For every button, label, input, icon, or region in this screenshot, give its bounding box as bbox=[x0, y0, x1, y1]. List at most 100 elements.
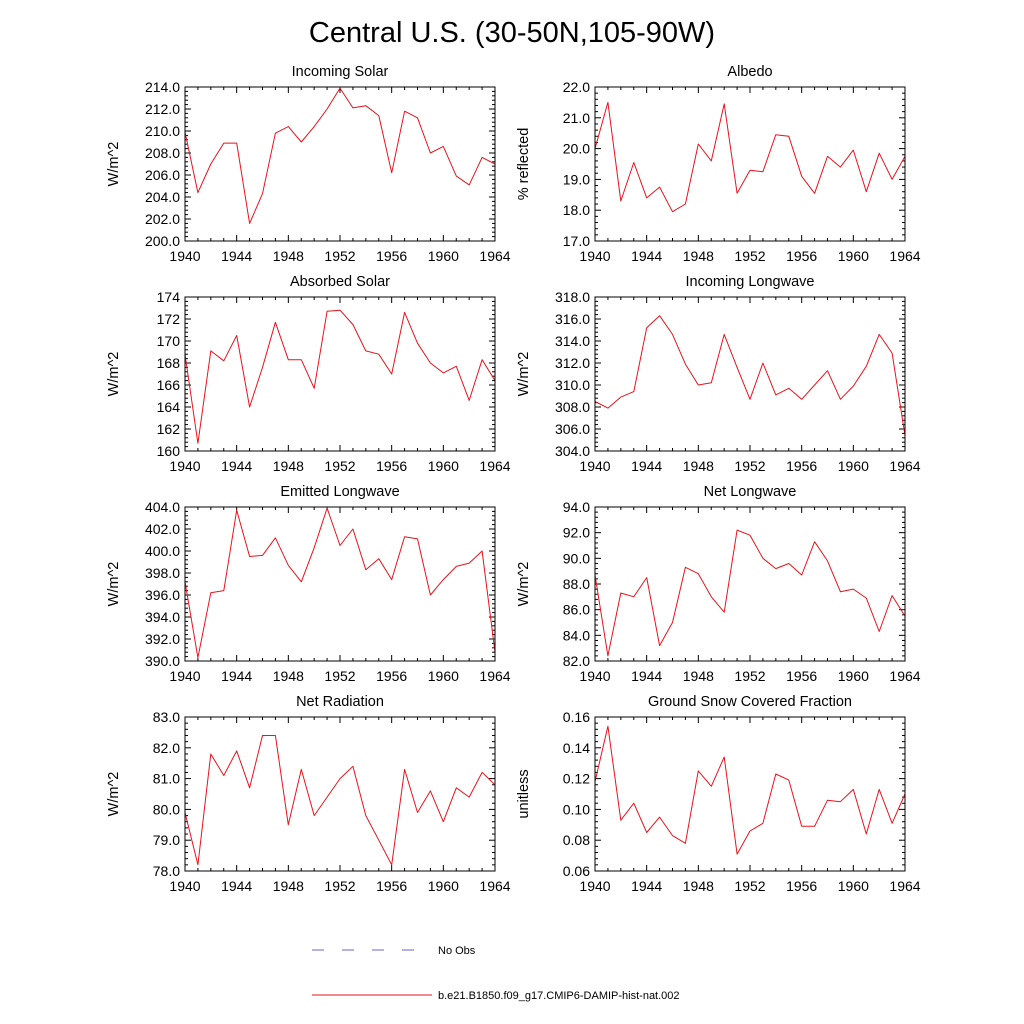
y-tick-label: 214.0 bbox=[145, 79, 180, 95]
x-tick-label: 1948 bbox=[273, 668, 304, 684]
x-tick-label: 1952 bbox=[324, 458, 355, 474]
y-tick-label: 94.0 bbox=[563, 499, 590, 515]
x-tick-label: 1948 bbox=[273, 878, 304, 894]
y-axis-label: W/m^2 bbox=[106, 142, 122, 187]
x-tick-label: 1944 bbox=[221, 458, 252, 474]
x-tick-label: 1944 bbox=[221, 878, 252, 894]
y-tick-label: 168 bbox=[157, 355, 181, 371]
y-tick-label: 80.0 bbox=[153, 801, 180, 817]
y-tick-label: 312.0 bbox=[555, 355, 590, 371]
x-tick-label: 1940 bbox=[169, 248, 200, 264]
series-line bbox=[594, 101, 906, 213]
y-tick-label: 202.0 bbox=[145, 211, 180, 227]
series-line bbox=[184, 87, 496, 224]
y-tick-label: 88.0 bbox=[563, 576, 590, 592]
panel-title: Albedo bbox=[727, 64, 772, 80]
plot-frame bbox=[184, 716, 496, 872]
y-tick-label: 82.0 bbox=[563, 653, 590, 669]
y-tick-label: 22.0 bbox=[563, 79, 590, 95]
series-line bbox=[184, 309, 496, 444]
plot-frame bbox=[594, 86, 906, 242]
x-tick-label: 1964 bbox=[479, 248, 510, 264]
y-tick-label: 162 bbox=[157, 421, 181, 437]
x-tick-label: 1960 bbox=[428, 248, 459, 264]
legend-label: No Obs bbox=[438, 945, 476, 957]
x-tick-label: 1944 bbox=[631, 248, 662, 264]
x-tick-label: 1948 bbox=[273, 248, 304, 264]
y-tick-label: 204.0 bbox=[145, 189, 180, 205]
y-tick-label: 212.0 bbox=[145, 101, 180, 117]
panel-2: Albedo % reflected 1940 1944 1948 1952 1956 196… bbox=[516, 64, 921, 264]
y-tick-label: 0.10 bbox=[563, 801, 590, 817]
x-tick-label: 1948 bbox=[683, 248, 714, 264]
y-tick-label: 200.0 bbox=[145, 233, 180, 249]
y-tick-label: 306.0 bbox=[555, 421, 590, 437]
x-tick-label: 1956 bbox=[376, 878, 407, 894]
y-tick-label: 308.0 bbox=[555, 399, 590, 415]
x-tick-label: 1956 bbox=[376, 458, 407, 474]
y-tick-label: 172 bbox=[157, 311, 181, 327]
plot-frame bbox=[184, 86, 496, 242]
y-tick-label: 17.0 bbox=[563, 233, 590, 249]
x-tick-label: 1960 bbox=[838, 668, 869, 684]
series-line bbox=[594, 725, 906, 855]
x-tick-label: 1944 bbox=[221, 248, 252, 264]
x-tick-label: 1956 bbox=[786, 458, 817, 474]
y-tick-label: 318.0 bbox=[555, 289, 590, 305]
x-tick-label: 1964 bbox=[479, 458, 510, 474]
x-tick-label: 1956 bbox=[376, 248, 407, 264]
y-tick-label: 316.0 bbox=[555, 311, 590, 327]
y-tick-label: 18.0 bbox=[563, 202, 590, 218]
y-tick-label: 314.0 bbox=[555, 333, 590, 349]
panel-title: Absorbed Solar bbox=[290, 274, 390, 290]
x-tick-label: 1960 bbox=[428, 878, 459, 894]
legend-item-model: b.e21.B1850.f09_g17.CMIP6-DAMIP-hist-nat… bbox=[312, 990, 680, 1002]
x-tick-label: 1948 bbox=[683, 668, 714, 684]
x-tick-label: 1964 bbox=[889, 248, 920, 264]
y-tick-label: 404.0 bbox=[145, 499, 180, 515]
panel-4: Incoming Longwave W/m^2 1940 1944 1948 1952 19… bbox=[516, 274, 921, 474]
panel-6: Net Longwave W/m^2 1940 1944 1948 1952 1956 196… bbox=[516, 484, 921, 684]
y-tick-label: 392.0 bbox=[145, 631, 180, 647]
x-tick-label: 1944 bbox=[631, 458, 662, 474]
y-tick-label: 394.0 bbox=[145, 609, 180, 625]
y-axis-label: W/m^2 bbox=[106, 562, 122, 607]
panel-title: Net Longwave bbox=[704, 484, 797, 500]
y-tick-label: 396.0 bbox=[145, 587, 180, 603]
y-tick-label: 390.0 bbox=[145, 653, 180, 669]
y-tick-label: 0.08 bbox=[563, 832, 590, 848]
x-tick-label: 1940 bbox=[169, 668, 200, 684]
y-tick-label: 21.0 bbox=[563, 110, 590, 126]
series-line bbox=[184, 735, 496, 866]
y-tick-label: 0.16 bbox=[563, 709, 590, 725]
y-tick-label: 86.0 bbox=[563, 602, 590, 618]
legend-label: b.e21.B1850.f09_g17.CMIP6-DAMIP-hist-nat… bbox=[438, 990, 680, 1002]
y-tick-label: 81.0 bbox=[153, 771, 180, 787]
panel-7: Net Radiation W/m^2 1940 1944 1948 1952 1956 19… bbox=[106, 694, 511, 894]
x-tick-label: 1952 bbox=[324, 668, 355, 684]
plot-frame bbox=[594, 506, 906, 662]
x-tick-label: 1944 bbox=[631, 668, 662, 684]
panel-3: Absorbed Solar W/m^2 1940 1944 1948 1952 1956 1… bbox=[106, 274, 511, 474]
y-tick-label: 0.06 bbox=[563, 863, 590, 879]
y-tick-label: 78.0 bbox=[153, 863, 180, 879]
x-tick-label: 1964 bbox=[479, 668, 510, 684]
x-tick-label: 1964 bbox=[479, 878, 510, 894]
y-axis-label: W/m^2 bbox=[106, 772, 122, 817]
y-axis-label: W/m^2 bbox=[516, 562, 532, 607]
y-tick-label: 164 bbox=[157, 399, 181, 415]
y-tick-label: 84.0 bbox=[563, 627, 590, 643]
y-tick-label: 92.0 bbox=[563, 525, 590, 541]
panel-title: Incoming Longwave bbox=[686, 274, 815, 290]
x-tick-label: 1960 bbox=[838, 458, 869, 474]
x-tick-label: 1952 bbox=[734, 878, 765, 894]
plot-frame bbox=[184, 506, 496, 662]
x-tick-label: 1960 bbox=[428, 668, 459, 684]
x-tick-label: 1956 bbox=[376, 668, 407, 684]
panel-title: Ground Snow Covered Fraction bbox=[648, 694, 852, 710]
y-tick-label: 170 bbox=[157, 333, 181, 349]
x-tick-label: 1940 bbox=[579, 248, 610, 264]
x-tick-label: 1940 bbox=[579, 668, 610, 684]
x-tick-label: 1956 bbox=[786, 248, 817, 264]
